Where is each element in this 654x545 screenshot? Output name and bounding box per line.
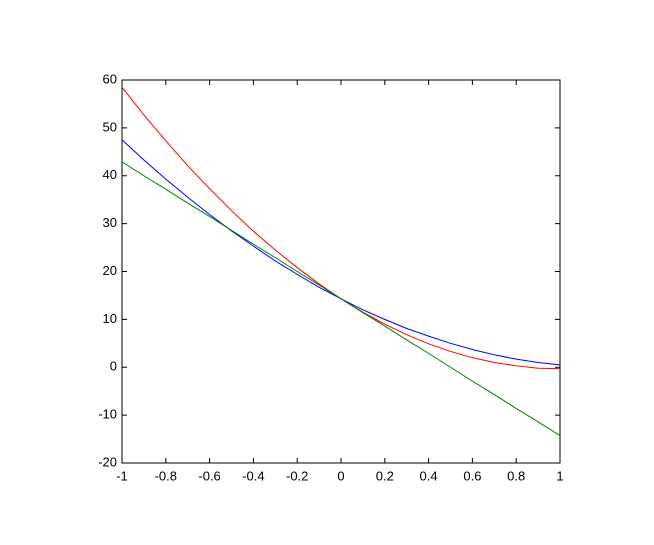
y-tick-label: 20 <box>103 263 117 278</box>
x-tick-label: 0 <box>337 468 344 483</box>
line-series <box>121 161 561 437</box>
y-tick-label: -10 <box>98 407 117 422</box>
x-tick-label: -0.2 <box>286 468 308 483</box>
x-tick-label: 0.4 <box>420 468 438 483</box>
y-tick-label: -20 <box>98 454 117 469</box>
y-tick-label: 50 <box>103 119 117 134</box>
x-tick-label: -0.4 <box>242 468 264 483</box>
x-tick-label: -0.6 <box>198 468 220 483</box>
x-tick-label: 0.8 <box>507 468 525 483</box>
x-tick-label: -1 <box>116 468 128 483</box>
x-tick-label: -0.8 <box>155 468 177 483</box>
y-tick-label: 60 <box>103 71 117 86</box>
x-tick-label: 0.2 <box>376 468 394 483</box>
y-tick-label: 10 <box>103 311 117 326</box>
y-tick-label: 30 <box>103 215 117 230</box>
x-tick-label: 0.6 <box>463 468 481 483</box>
y-tick-label: 0 <box>110 359 117 374</box>
x-tick-label: 1 <box>556 468 563 483</box>
y-tick-label: 40 <box>103 167 117 182</box>
